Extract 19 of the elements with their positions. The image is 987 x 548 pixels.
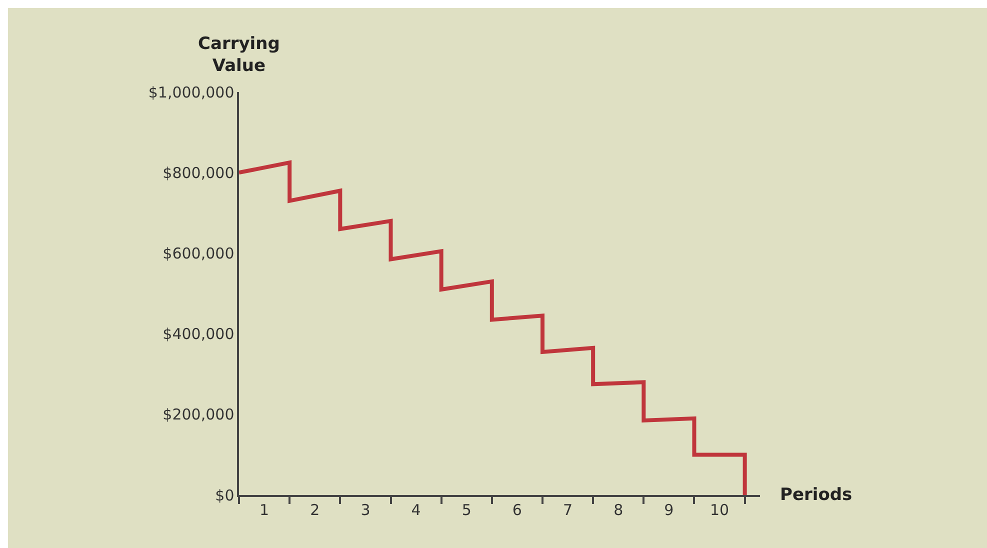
y-tick-label: $1,000,000 (148, 83, 234, 102)
y-tick-label: $200,000 (162, 406, 234, 424)
x-tick-label: 9 (664, 500, 674, 519)
x-tick-label: 2 (310, 500, 320, 519)
line-series (239, 160, 747, 495)
x-tick-label: 8 (614, 500, 624, 519)
y-tick-label: $600,000 (162, 244, 234, 262)
x-tick-label: 7 (563, 500, 573, 519)
y-tick-label: $0 (215, 486, 234, 504)
x-tick-label: 3 (360, 500, 370, 519)
y-axis-title: Carrying Value (198, 34, 280, 76)
y-tick-label: $800,000 (162, 164, 234, 182)
x-tick-label: 1 (260, 500, 270, 519)
x-tick-label: 4 (411, 500, 421, 519)
x-tick-label: 6 (512, 500, 522, 519)
x-tick-label: 10 (710, 500, 730, 519)
y-tick-label: $400,000 (162, 325, 234, 344)
x-axis-title: Periods (780, 485, 852, 505)
x-tick-label: 5 (462, 500, 472, 519)
